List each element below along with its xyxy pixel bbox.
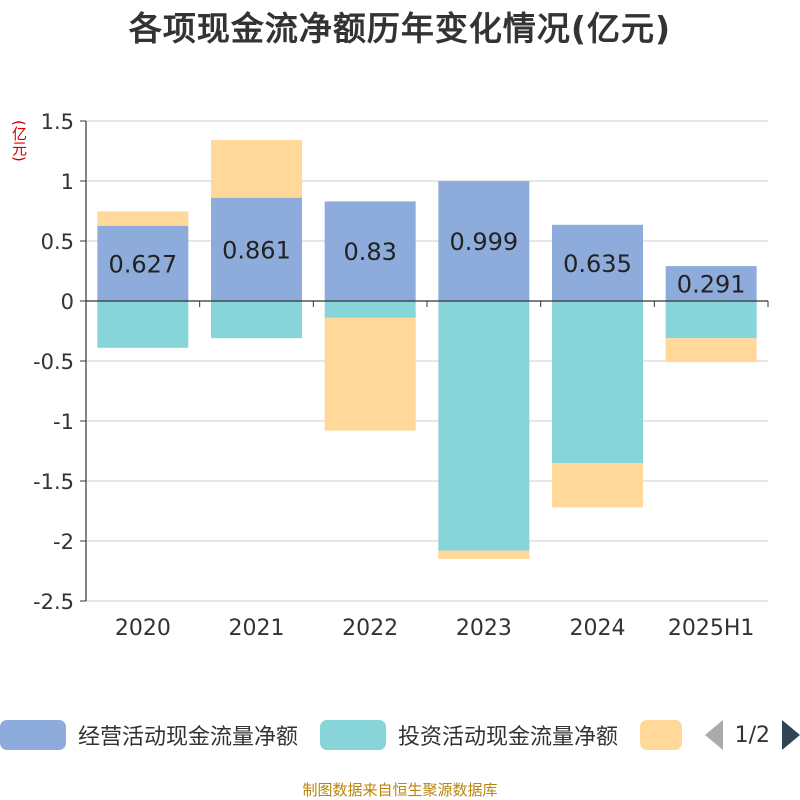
legend-item-operating[interactable]: 经营活动现金流量净额 [0, 715, 298, 755]
bar-operating-2022 [324, 201, 416, 301]
x-tick-label: 2022 [342, 616, 398, 641]
legend-swatch-operating [0, 720, 66, 750]
y-tick-label: 0.5 [41, 230, 74, 254]
source-note: 制图数据来自恒生聚源数据库 [302, 781, 498, 799]
legend-prev-page-icon[interactable] [704, 720, 723, 750]
bar-financing-2022 [324, 317, 416, 431]
x-tick-label: 2024 [570, 616, 626, 641]
x-tick-label: 2020 [115, 616, 171, 641]
bar-financing-2023 [438, 550, 530, 559]
y-tick-label: 0 [61, 290, 74, 314]
legend-label-investing: 投资活动现金流量净额 [398, 725, 619, 750]
chart-title: 各项现金流净额历年变化情况(亿元) [128, 9, 672, 48]
x-tick-label: 2025H1 [668, 616, 755, 641]
y-tick-label: 1 [61, 170, 74, 194]
x-tick-label: 2023 [456, 616, 512, 641]
bars [97, 140, 757, 559]
legend-swatch-investing [320, 720, 386, 750]
data-label-operating: 0.861 [222, 236, 291, 264]
bar-investing-2025H1 [665, 301, 757, 339]
legend-item-financing[interactable] [640, 715, 682, 755]
legend-pager: 1/2 [704, 715, 800, 755]
bar-operating-2025H1 [665, 266, 757, 301]
y-axis-unit: (亿元) [10, 120, 28, 162]
bar-financing-2024 [552, 463, 643, 508]
bar-investing-2022 [324, 301, 416, 318]
legend-swatch-financing [640, 720, 682, 750]
data-label-operating: 0.999 [449, 228, 518, 256]
legend-item-investing[interactable]: 投资活动现金流量净额 [320, 715, 618, 755]
legend: 经营活动现金流量净额 投资活动现金流量净额 1/2 [0, 715, 800, 755]
bar-operating-2020 [97, 225, 189, 301]
data-label-operating: 0.627 [108, 250, 177, 278]
chart-plot: 1.5 1 0.5 0 -0.5 -1 -1.5 -2 -2.5 0.627 0.861 0.83 0.… [33, 110, 769, 641]
bar-investing-2020 [97, 301, 189, 348]
legend-next-page-icon[interactable] [782, 720, 800, 750]
bar-investing-2024 [552, 301, 643, 463]
legend-label-operating: 经营活动现金流量净额 [78, 725, 299, 750]
y-tick-label: -1.5 [33, 470, 74, 494]
data-label-operating: 0.83 [343, 238, 396, 266]
legend-page-indicator: 1/2 [734, 722, 770, 748]
y-tick-label: -2.5 [33, 590, 74, 614]
y-tick-label: -1 [53, 410, 74, 434]
bar-financing-2020 [97, 211, 189, 226]
bar-financing-2021 [211, 140, 302, 198]
data-label-operating: 0.635 [563, 250, 632, 278]
bar-financing-2025H1 [665, 338, 757, 363]
y-tick-label: 1.5 [41, 110, 74, 134]
labels: 1.5 1 0.5 0 -0.5 -1 -1.5 -2 -2.5 0.627 0.861 0.83 0.… [33, 110, 754, 641]
bar-investing-2023 [438, 301, 530, 551]
bar-operating-2023 [438, 181, 530, 301]
y-tick-label: -0.5 [33, 350, 74, 374]
x-tick-label: 2021 [229, 616, 285, 641]
y-tick-label: -2 [53, 530, 74, 554]
bar-investing-2021 [211, 301, 302, 339]
bar-operating-2024 [552, 224, 643, 301]
data-label-operating: 0.291 [677, 271, 746, 299]
axes [80, 120, 769, 602]
bar-operating-2021 [211, 197, 302, 301]
